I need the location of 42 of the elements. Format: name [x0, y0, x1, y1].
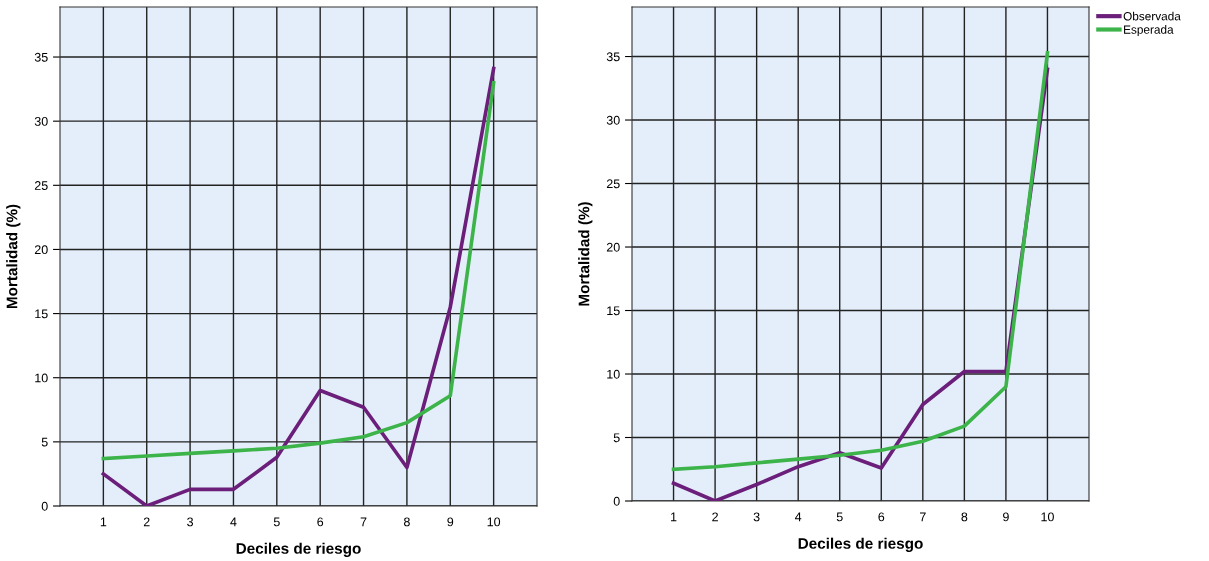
x-tick-label: 6	[878, 512, 885, 522]
x-tick-label: 4	[794, 512, 802, 522]
y-tick-label: 10	[35, 373, 48, 383]
x-tick-label: 10	[1041, 512, 1054, 522]
y-axis-title: Mortalidad (%)	[6, 204, 21, 309]
y-tick-label: 10	[607, 369, 620, 379]
y-tick-label: 5	[41, 437, 48, 447]
legend-label: Esperada	[1124, 25, 1174, 37]
y-tick-label: 15	[35, 309, 48, 319]
x-tick-label: 2	[712, 512, 718, 522]
y-tick-label: 25	[606, 179, 620, 189]
y-tick-label: 20	[34, 245, 48, 255]
x-tick-label: 8	[403, 517, 410, 527]
y-tick-label: 25	[34, 181, 48, 190]
x-tick-label: 3	[187, 517, 194, 527]
y-tick-label: 5	[613, 433, 620, 443]
y-tick-label: 20	[606, 242, 620, 252]
x-tick-label: 6	[317, 517, 324, 527]
y-tick-label: 15	[607, 306, 620, 316]
y-tick-label: 30	[606, 115, 620, 125]
x-axis-title: Deciles de riesgo	[798, 537, 923, 552]
y-tick-label: 35	[606, 52, 620, 62]
y-tick-label: 30	[34, 116, 48, 126]
x-tick-label: 5	[836, 512, 843, 522]
y-tick-label: 0	[41, 501, 48, 511]
x-tick-label: 9	[447, 517, 454, 527]
x-tick-label: 3	[753, 512, 760, 522]
x-tick-label: 5	[273, 517, 280, 527]
x-tick-label: 2	[143, 517, 150, 527]
x-tick-label: 1	[671, 512, 677, 522]
legend-label: Observada	[1123, 11, 1181, 21]
x-tick-label: 7	[360, 517, 367, 527]
x-tick-label: 9	[1003, 512, 1009, 522]
x-tick-label: 10	[487, 517, 501, 527]
x-tick-label: 4	[230, 517, 237, 527]
x-axis-title: Deciles de riesgo	[236, 542, 361, 557]
x-tick-label: 1	[100, 517, 107, 527]
y-tick-label: 35	[34, 52, 48, 62]
x-tick-label: 8	[961, 512, 968, 522]
y-tick-label: 0	[613, 496, 620, 506]
x-tick-label: 7	[919, 512, 926, 522]
y-axis-title: Mortalidad (%)	[578, 202, 593, 306]
